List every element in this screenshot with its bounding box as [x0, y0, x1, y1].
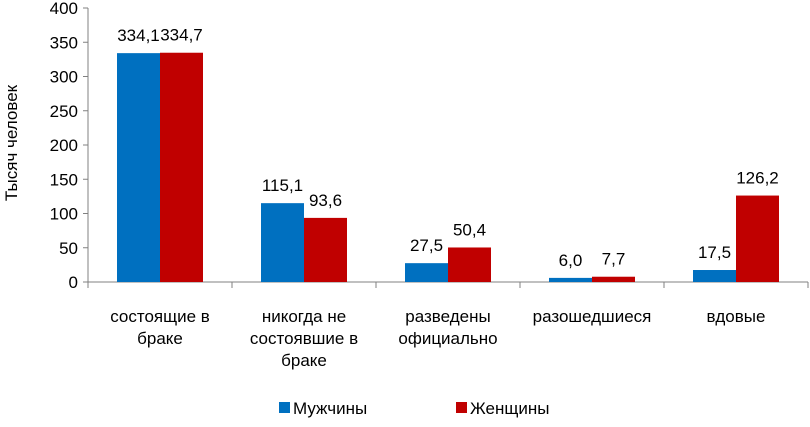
category-label: никогда не состоявшие в браке — [250, 307, 358, 370]
data-label: 334,7 — [160, 26, 203, 45]
legend: Мужчины Женщины — [279, 399, 549, 418]
category-label-line: вдовые — [707, 307, 766, 326]
y-tick-label: 100 — [50, 205, 78, 224]
y-axis-title: Тысяч человек — [2, 84, 21, 201]
category-label: состоящие в браке — [110, 307, 210, 348]
category-label: разведены официально — [398, 307, 497, 348]
data-label: 27,5 — [410, 236, 443, 255]
y-tick-label: 350 — [50, 33, 78, 52]
category-label-line: разведены — [405, 307, 490, 326]
bar — [448, 247, 491, 282]
data-label: 93,6 — [309, 191, 342, 210]
bar — [549, 277, 592, 282]
bar — [304, 217, 347, 282]
category-label-line: состоявшие в — [250, 329, 358, 348]
y-tick-label: 150 — [50, 170, 78, 189]
legend-swatch — [456, 402, 467, 413]
data-label: 7,7 — [602, 250, 626, 269]
bar — [405, 263, 448, 282]
bar — [261, 203, 304, 282]
category-label-line: браке — [137, 329, 183, 348]
bars — [117, 52, 779, 283]
bar — [693, 270, 736, 282]
category-label: разошедшиеся — [533, 307, 652, 326]
bar — [160, 52, 203, 282]
data-label: 115,1 — [262, 176, 303, 195]
data-label: 6,0 — [559, 251, 583, 270]
category-label-line: состоящие в — [110, 307, 210, 326]
data-label: 126,2 — [736, 169, 779, 188]
legend-label: Женщины — [470, 399, 549, 418]
category-label: вдовые — [707, 307, 766, 326]
y-tick-label: 50 — [59, 239, 78, 258]
y-tick-label: 0 — [69, 273, 78, 292]
category-label-line: никогда не — [262, 307, 346, 326]
data-label: 50,4 — [453, 220, 486, 239]
legend-label: Мужчины — [293, 399, 367, 418]
legend-swatch — [279, 402, 290, 413]
data-labels: 334,1 334,7 115,1 93,6 27,5 50,4 6,0 7,7 17,5 126… — [117, 26, 779, 270]
y-axis: 0 50 100 150 200 250 300 350 400 — [50, 0, 89, 292]
y-tick-label: 300 — [50, 68, 78, 87]
x-axis — [87, 281, 809, 288]
y-tick-label: 200 — [50, 136, 78, 155]
category-labels: состоящие в браке никогда не состоявшие в бр… — [110, 307, 765, 370]
category-label-line: разошедшиеся — [533, 307, 652, 326]
data-label: 334,1 — [117, 26, 160, 45]
category-label-line: браке — [281, 351, 327, 370]
y-tick-label: 400 — [50, 0, 78, 18]
data-label: 17,5 — [698, 243, 731, 262]
bar — [117, 53, 160, 283]
bar — [736, 195, 779, 282]
category-label-line: официально — [398, 329, 497, 348]
y-tick-label: 250 — [50, 102, 78, 121]
bar — [592, 276, 635, 282]
